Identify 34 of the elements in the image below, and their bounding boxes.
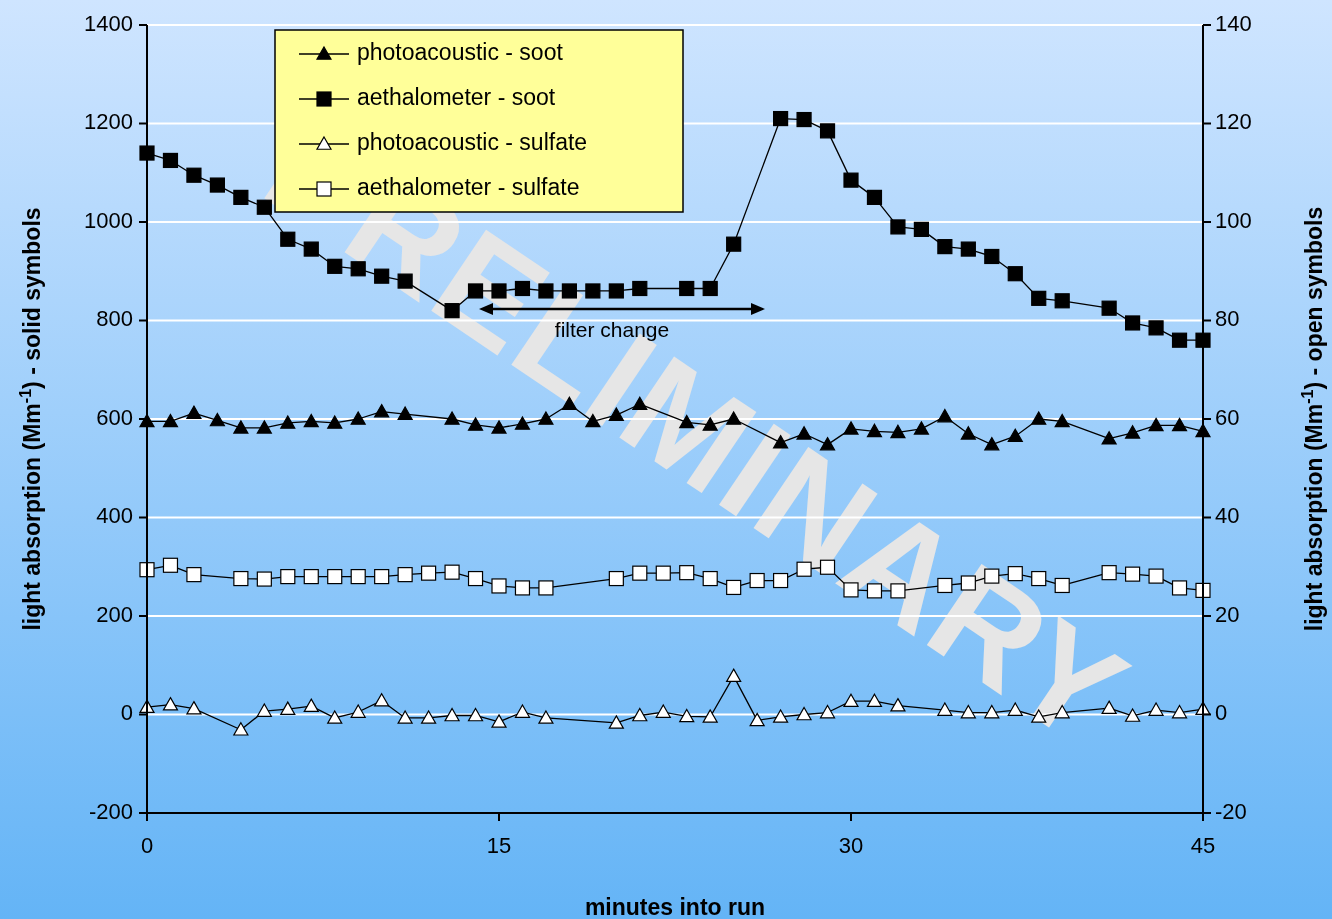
- x-tick-label: 45: [1190, 833, 1216, 858]
- y-tick-label: 1400: [84, 10, 133, 36]
- x-tick-label: 30: [838, 833, 864, 858]
- y2-tick-label: 140: [1215, 10, 1252, 36]
- y2-tick-label: -20: [1215, 798, 1247, 824]
- y2-tick-label: 60: [1215, 404, 1240, 430]
- y-tick-label: 200: [96, 601, 133, 627]
- y-tick-label: 600: [96, 404, 133, 430]
- y-tick-label: 0: [120, 700, 133, 726]
- y-tick-label: 1200: [84, 109, 133, 135]
- point: [1171, 332, 1188, 348]
- point: [1195, 332, 1211, 348]
- point: [1171, 417, 1188, 432]
- y2-tick-label: 120: [1215, 109, 1252, 135]
- y2-tick-label: 80: [1215, 306, 1240, 332]
- x-tick-label: 0: [140, 833, 154, 858]
- point: [186, 405, 202, 419]
- point: [209, 412, 225, 427]
- legend-label: photoacoustic - soot: [357, 39, 564, 66]
- y-tick-label: -200: [88, 798, 133, 824]
- y-tick-label: 800: [96, 306, 133, 332]
- y2-tick-label: 40: [1215, 503, 1240, 529]
- point: [209, 177, 225, 193]
- point: [162, 413, 179, 428]
- point: [139, 145, 155, 161]
- y2-tick-label: 20: [1215, 601, 1240, 627]
- y-tick-label: 1000: [84, 207, 133, 233]
- x-axis-title: minutes into run: [584, 894, 766, 919]
- y-tick-label: 400: [96, 503, 133, 529]
- y2-tick-label: 0: [1215, 700, 1228, 726]
- y2-tick-label: 100: [1215, 207, 1252, 233]
- point: [162, 152, 179, 169]
- x-tick-label: 15: [486, 833, 512, 858]
- point: [186, 167, 202, 183]
